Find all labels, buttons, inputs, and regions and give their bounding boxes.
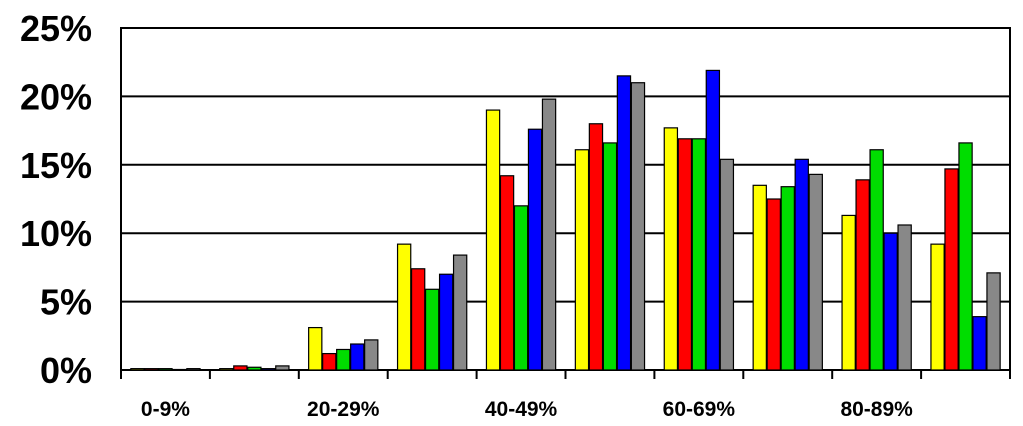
y-tick-label: 20% — [20, 76, 92, 117]
bar — [663, 127, 679, 371]
bar — [541, 98, 557, 371]
bar — [869, 149, 884, 371]
bar — [930, 243, 945, 371]
bar — [219, 368, 234, 371]
x-tick-label: 40-49% — [485, 398, 558, 421]
bar — [719, 158, 735, 371]
bar — [705, 69, 721, 371]
bar — [396, 243, 412, 371]
bar — [897, 224, 912, 371]
y-tick-label: 10% — [20, 213, 92, 254]
bar — [172, 368, 187, 371]
bar — [424, 288, 440, 371]
y-tick-label: 0% — [40, 350, 92, 391]
bar — [485, 109, 501, 371]
bar — [144, 368, 159, 371]
bar — [452, 254, 468, 371]
bar — [972, 316, 987, 371]
bar — [261, 368, 276, 371]
bar — [513, 205, 529, 371]
bar — [247, 366, 262, 371]
y-tick-label: 5% — [40, 282, 92, 323]
bar — [588, 123, 604, 371]
bar — [986, 272, 1001, 371]
bar — [780, 186, 795, 371]
bar — [336, 348, 351, 371]
y-tick-label: 25% — [20, 8, 92, 49]
y-tick-label: 15% — [20, 145, 92, 186]
bar — [233, 365, 248, 371]
bar — [602, 142, 618, 371]
bar — [752, 184, 767, 371]
bar — [944, 168, 959, 371]
bar — [410, 268, 426, 371]
bar — [630, 82, 646, 371]
bar — [350, 343, 365, 371]
bar — [841, 214, 856, 371]
bar — [364, 339, 379, 371]
bar — [322, 352, 337, 371]
bar — [499, 175, 515, 371]
bar — [794, 158, 809, 371]
x-tick-label: 60-69% — [663, 398, 736, 421]
bar — [308, 326, 323, 371]
x-tick-label: 20-29% — [307, 398, 380, 421]
bar — [158, 368, 173, 371]
bar — [275, 365, 290, 371]
bar — [677, 138, 693, 371]
bar — [527, 128, 543, 371]
bar — [438, 273, 454, 371]
bar — [766, 198, 781, 371]
bar — [186, 368, 201, 371]
bar — [691, 138, 707, 371]
bar — [883, 232, 898, 371]
bar — [808, 173, 823, 371]
x-tick-label: 80-89% — [840, 398, 913, 421]
bar — [855, 179, 870, 371]
bar — [958, 142, 973, 371]
bar — [130, 368, 145, 371]
bar — [616, 75, 632, 371]
x-tick-label: 0-9% — [141, 398, 190, 421]
bar — [574, 149, 590, 371]
